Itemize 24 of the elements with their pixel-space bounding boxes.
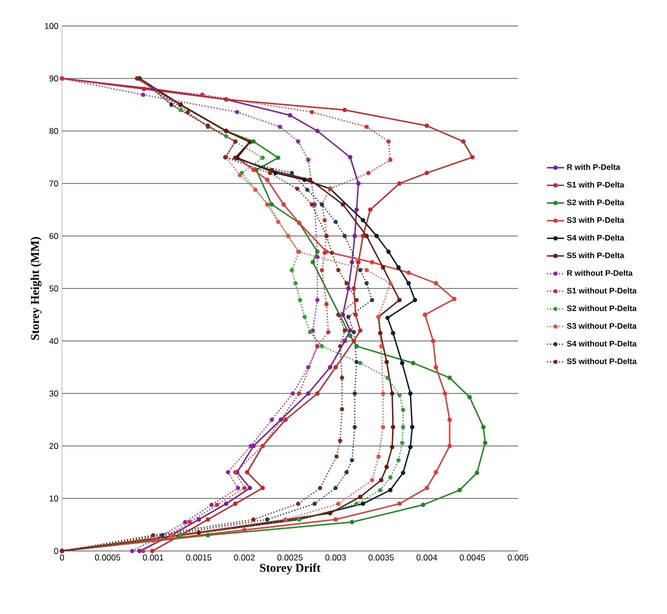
y-tick-label: 70	[50, 180, 58, 186]
y-tick-label: 40	[49, 338, 58, 344]
x-tick-label: 0.0035	[368, 554, 394, 560]
x-tick-label: 0.0025	[277, 554, 303, 560]
x-tick-label: 0.001	[142, 554, 164, 560]
x-tick-label: 0.003	[325, 554, 346, 560]
y-tick-label: 80	[49, 128, 58, 134]
x-tick-label: 0	[60, 554, 64, 560]
y-tick-label: 100	[45, 22, 58, 29]
y-axis-title: Storey Height (MM)	[30, 237, 42, 340]
x-tick-label: 0.0015	[186, 554, 212, 560]
x-tick-label: 0.002	[234, 554, 255, 560]
y-tick-label: 90	[49, 75, 58, 82]
y-tick-label: 10	[50, 495, 58, 502]
x-tick-label: 0.004	[416, 554, 438, 560]
y-tick-label: 30	[49, 390, 58, 396]
y-tick-label: 0	[54, 548, 58, 554]
x-tick-label: 0.0045	[460, 554, 485, 560]
x-axis-title: Storey Drift	[260, 563, 321, 574]
x-tick-label: 0.0005	[94, 554, 120, 560]
x-tick-label: 0.005	[508, 554, 528, 560]
y-tick-label: 50	[49, 285, 58, 292]
y-tick-label: 60	[50, 232, 58, 239]
y-tick-label: 20	[49, 442, 58, 449]
